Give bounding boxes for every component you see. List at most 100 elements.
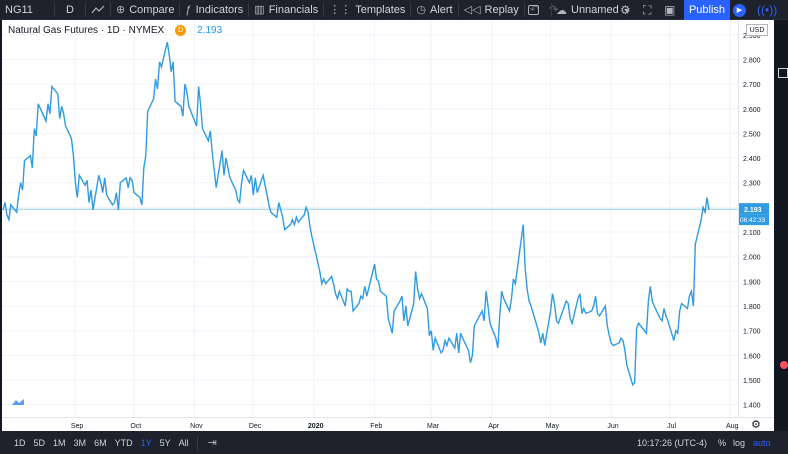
- range-button-3m[interactable]: 3M: [73, 437, 87, 448]
- layout-name-button[interactable]: ☁ Unnamed ▾: [556, 0, 629, 20]
- range-button-1d[interactable]: 1D: [14, 437, 26, 448]
- chart-style-icon: [91, 5, 105, 13]
- price-tick-label: 1.900: [743, 279, 761, 286]
- undo-button[interactable]: ↶: [525, 0, 544, 20]
- top-toolbar: NG11 D ⊕ Compare ƒ Indicators ▥ Financials …: [0, 0, 788, 20]
- divider: [196, 435, 198, 450]
- gear-icon: ⚙: [620, 3, 631, 17]
- divider: [523, 2, 525, 17]
- clock[interactable]: 10:17:26 (UTC-4): [637, 437, 708, 448]
- axis-settings-icon[interactable]: ⚙: [751, 419, 761, 431]
- time-tick-label: Nov: [190, 423, 203, 430]
- price-tick-label: 2.600: [743, 107, 761, 114]
- symbol-search-button[interactable]: NG11: [0, 0, 54, 20]
- countdown-label: 06:42:33: [740, 217, 766, 224]
- publish-label: Publish: [688, 4, 726, 16]
- divider: [410, 2, 412, 17]
- percent-toggle[interactable]: %: [718, 437, 727, 448]
- compare-button[interactable]: ⊕ Compare: [111, 0, 179, 20]
- symbol-label: NG11: [5, 3, 33, 16]
- watermark-logo-icon: [12, 399, 24, 405]
- time-axis[interactable]: Sep Oct Nov Dec 2020 Feb Mar Apr May Jun Jul Aug ⚙: [2, 417, 774, 431]
- price-scale[interactable]: 2.9002.8002.7002.6002.5002.4002.3002.200…: [738, 20, 774, 417]
- last-price-label: 2.193: [744, 207, 762, 214]
- divider: [248, 2, 250, 17]
- compare-label: Compare: [129, 3, 175, 16]
- fullscreen-button[interactable]: ⛶: [643, 0, 651, 20]
- indicators-button[interactable]: ƒ Indicators: [180, 0, 248, 20]
- log-toggle[interactable]: log: [733, 437, 746, 448]
- chart-style-button[interactable]: [86, 0, 110, 20]
- bar-chart-icon: ▥: [254, 4, 265, 16]
- chart-pane[interactable]: Natural Gas Futures · 1D · NYMEX D 2.193: [2, 20, 738, 417]
- delay-badge: D: [175, 25, 187, 36]
- legend: Natural Gas Futures · 1D · NYMEX D 2.193: [8, 25, 222, 36]
- gridlines: [2, 20, 738, 417]
- watchlist-icon[interactable]: [778, 68, 788, 78]
- range-button-ytd[interactable]: YTD: [114, 437, 133, 448]
- layout-button[interactable]: [528, 0, 539, 20]
- divider: [551, 3, 552, 17]
- currency-label[interactable]: USD: [746, 24, 768, 36]
- range-button-5y[interactable]: 5Y: [159, 437, 171, 448]
- divider: [85, 2, 86, 17]
- divider: [457, 2, 459, 17]
- replay-icon: ◁◁: [463, 4, 481, 16]
- divider: [110, 2, 111, 17]
- legend-last-value: 2.193: [197, 25, 223, 36]
- price-tick-label: 2.400: [743, 156, 761, 163]
- financials-button[interactable]: ▥ Financials: [249, 0, 323, 20]
- interval-button[interactable]: D: [55, 0, 85, 20]
- undo-icon: ↶: [529, 4, 539, 16]
- redo-icon: ↷: [549, 4, 559, 16]
- alert-dot-icon: [780, 361, 788, 369]
- price-chart[interactable]: [2, 20, 738, 417]
- price-tick-label: 2.300: [743, 181, 761, 188]
- divider: [54, 2, 55, 17]
- time-tick-label: Sep: [71, 423, 84, 430]
- divider: [179, 2, 181, 17]
- price-tick-label: 1.700: [743, 329, 761, 336]
- price-tick-label: 2.700: [743, 82, 761, 89]
- legend-title: Natural Gas Futures · 1D · NYMEX: [8, 25, 165, 36]
- interval-label: D: [66, 3, 74, 16]
- range-button-6m[interactable]: 6M: [94, 437, 107, 448]
- broadcast-icon: ((•)): [757, 3, 778, 17]
- price-tick-label: 1.400: [743, 403, 761, 410]
- indicators-icon: ƒ: [185, 3, 192, 16]
- price-tick-label: 1.800: [743, 304, 761, 311]
- time-tick-label: Feb: [370, 423, 382, 430]
- alarm-clock-icon: ◷: [416, 4, 426, 16]
- price-tick-label: 2.900: [743, 33, 761, 40]
- alert-button[interactable]: ◷ Alert: [411, 0, 457, 20]
- price-line: [2, 42, 710, 387]
- settings-button[interactable]: ⚙: [620, 0, 631, 20]
- publish-button[interactable]: Publish: [684, 0, 730, 20]
- replay-button[interactable]: ◁◁ Replay: [459, 0, 524, 20]
- time-axis-ticks: Sep Oct Nov Dec 2020 Feb Mar Apr May Jun Jul Aug: [71, 423, 739, 430]
- templates-icon: ⋮⋮: [329, 4, 352, 16]
- range-button-1m[interactable]: 1M: [53, 437, 66, 448]
- right-sidebar-strip: [774, 20, 788, 431]
- price-tick-label: 1.600: [743, 353, 761, 360]
- redo-button[interactable]: ↷: [544, 0, 563, 20]
- time-tick-label: 2020: [308, 423, 324, 430]
- templates-button[interactable]: ⋮⋮ Templates: [324, 0, 410, 20]
- templates-label: Templates: [355, 3, 406, 16]
- range-selector: 1D 5D 1M 3M 6M YTD 1Y 5Y All: [10, 438, 193, 448]
- snapshot-button[interactable]: ▣: [664, 0, 675, 20]
- goto-date-icon[interactable]: ⇥: [207, 437, 217, 449]
- time-tick-label: Jul: [667, 423, 676, 430]
- bottom-toolbar: 1D 5D 1M 3M 6M YTD 1Y 5Y All ⇥ 10:17:26 (UTC-4) …: [0, 431, 788, 454]
- range-button-1y[interactable]: 1Y: [140, 437, 152, 448]
- range-button-all[interactable]: All: [178, 437, 189, 448]
- price-tick-label: 1.500: [743, 378, 761, 385]
- chevron-down-icon: ▾: [624, 5, 629, 15]
- cloud-icon: ☁: [556, 4, 567, 17]
- stream-button[interactable]: ▶: [733, 0, 746, 20]
- time-tick-label: Jun: [607, 423, 618, 430]
- time-tick-label: Aug: [726, 423, 739, 430]
- auto-toggle[interactable]: auto: [753, 437, 771, 448]
- range-button-5d[interactable]: 5D: [33, 437, 46, 448]
- broadcast-button[interactable]: ((•)): [757, 0, 777, 20]
